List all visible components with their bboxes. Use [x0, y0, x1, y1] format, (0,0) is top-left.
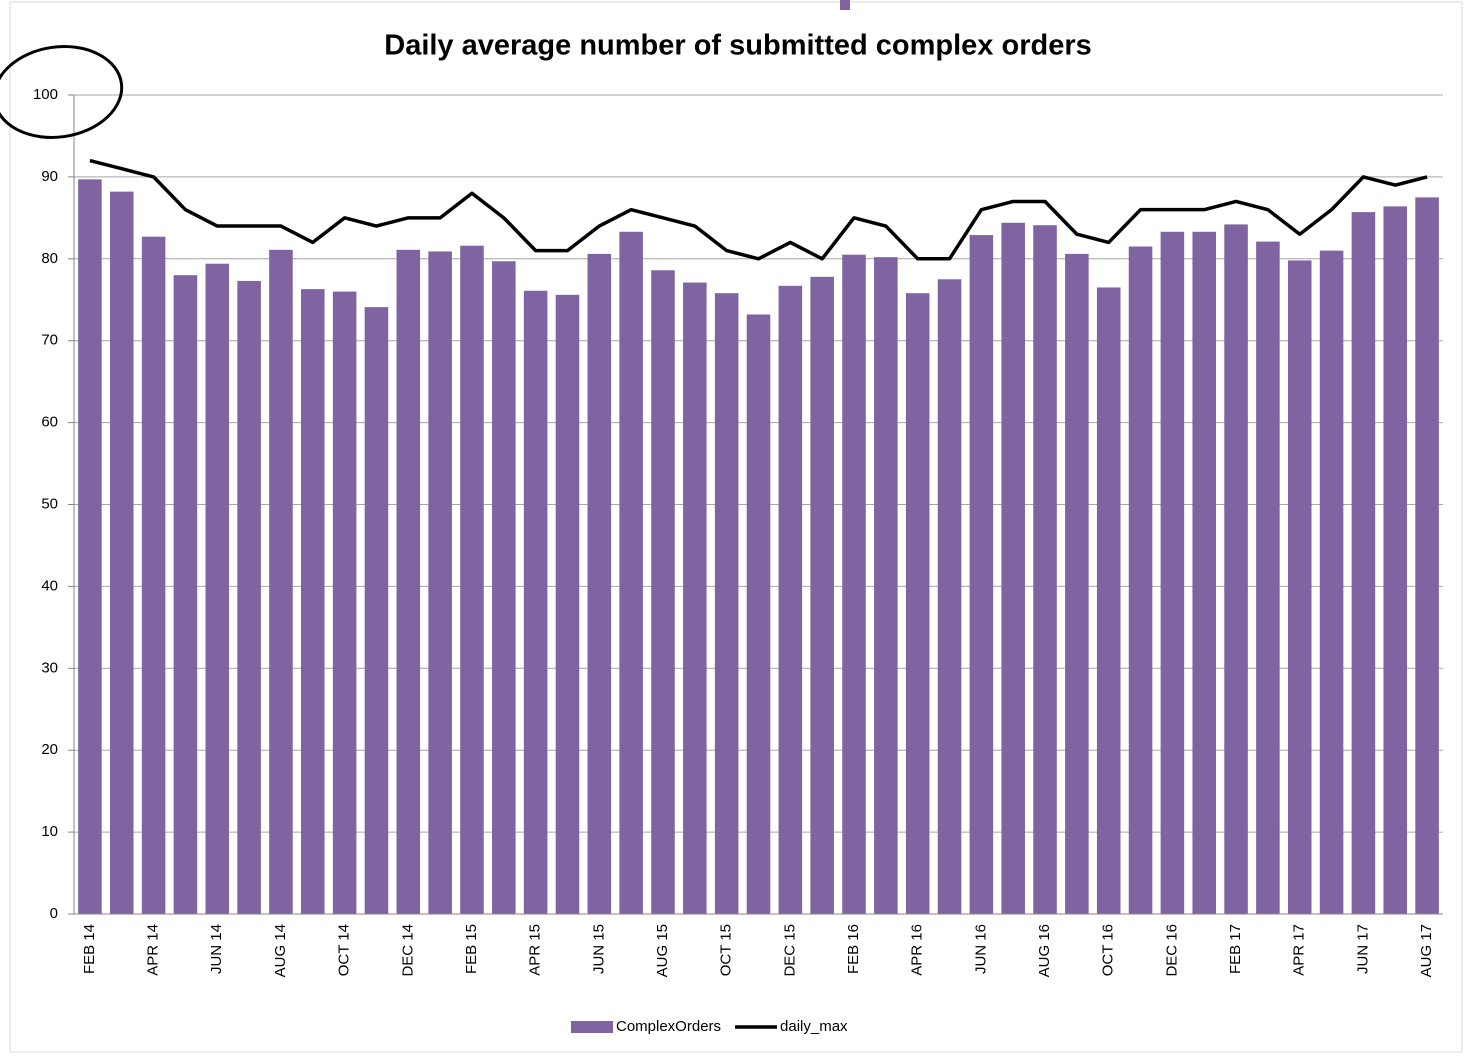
bar [428, 251, 452, 914]
x-tick-label: OCT 15 [718, 924, 735, 976]
y-tick-label: 30 [41, 659, 58, 676]
x-tick-label: JUN 14 [208, 924, 225, 974]
y-tick-label: 60 [41, 414, 58, 431]
bar [587, 253, 612, 915]
bar [619, 231, 643, 914]
y-tick-label: 50 [41, 495, 58, 512]
legend-label: daily_max [780, 1018, 848, 1035]
bar [78, 179, 102, 914]
bar [269, 249, 293, 914]
bar [1319, 250, 1344, 915]
bar [300, 289, 325, 914]
bar [1033, 225, 1057, 914]
y-tick-label: 80 [41, 250, 58, 267]
y-tick-label: 10 [41, 823, 58, 840]
y-tick-label: 0 [50, 905, 58, 922]
x-tick-label: DEC 15 [781, 924, 798, 977]
bar [173, 275, 198, 914]
x-tick-label: AUG 14 [272, 924, 289, 977]
bar [1287, 260, 1312, 914]
bar [460, 245, 484, 915]
bar [492, 261, 516, 915]
bar [937, 279, 962, 914]
bar [683, 282, 707, 914]
bar [651, 270, 675, 914]
x-tick-label: APR 17 [1291, 924, 1308, 976]
x-tick-label: APR 14 [145, 924, 162, 976]
bar [714, 293, 739, 914]
bar [842, 254, 866, 914]
x-tick-label: FEB 14 [81, 924, 98, 974]
bar [969, 235, 994, 914]
bar [1160, 231, 1185, 914]
line [89, 158, 1428, 261]
x-tick-label: FEB 16 [845, 924, 862, 974]
bar [1383, 206, 1408, 914]
bar [1192, 231, 1217, 914]
bar [237, 280, 261, 915]
x-tick-label: DEC 16 [1163, 924, 1180, 977]
y-tick-label: 20 [41, 741, 58, 758]
bar [874, 257, 898, 914]
bar [523, 290, 548, 915]
x-tick-label: JUN 15 [590, 924, 607, 974]
bar [205, 263, 230, 914]
bar [1065, 253, 1089, 915]
bar [1128, 246, 1153, 914]
bar [555, 294, 580, 914]
x-tick-label: AUG 17 [1418, 924, 1435, 977]
chart-frame [9, 1, 1463, 1053]
y-tick-label: 90 [41, 168, 58, 185]
y-tick-label: 40 [41, 577, 58, 594]
x-tick-label: JUN 17 [1354, 924, 1371, 974]
bar [109, 191, 134, 915]
x-tick-label: APR 16 [909, 924, 926, 976]
bar [1001, 222, 1025, 915]
x-tick-label: AUG 15 [654, 924, 671, 977]
bar [1415, 197, 1439, 914]
x-tick-label: AUG 16 [1036, 924, 1053, 977]
y-tick-label: 70 [41, 332, 58, 349]
x-tick-label: OCT 14 [336, 924, 353, 976]
x-tick-label: APR 15 [527, 924, 544, 976]
bar [778, 285, 803, 914]
x-tick-label: JUN 16 [972, 924, 989, 974]
bar [141, 236, 166, 914]
chart-title: Daily average number of submitted comple… [384, 30, 1091, 62]
bar [810, 276, 834, 914]
x-tick-label: FEB 15 [463, 924, 480, 974]
x-tick-label: OCT 16 [1100, 924, 1117, 976]
bar [332, 291, 357, 914]
x-tick-label: DEC 14 [399, 924, 416, 977]
legend-swatch [571, 1021, 613, 1033]
bar [1256, 241, 1280, 914]
bar [746, 314, 771, 914]
bar [1224, 224, 1248, 915]
legend-label: ComplexOrders [616, 1018, 721, 1035]
annotation-circle [0, 45, 124, 139]
bar [1096, 287, 1121, 915]
decoration [840, 0, 850, 10]
bar [364, 307, 389, 915]
bar [1351, 212, 1376, 914]
x-tick-label: FEB 17 [1227, 924, 1244, 974]
bar [905, 293, 930, 914]
bar [396, 249, 421, 914]
y-tick-label: 100 [33, 86, 58, 103]
